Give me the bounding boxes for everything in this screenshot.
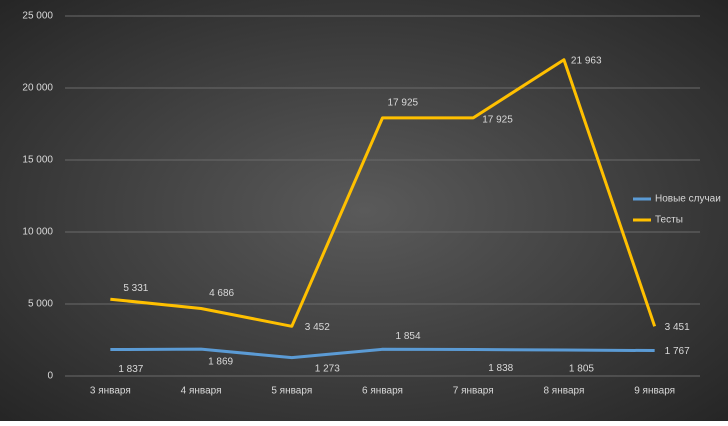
data-label: 17 925 — [388, 98, 419, 109]
data-label: 1 837 — [118, 364, 143, 375]
data-label: 21 963 — [571, 55, 602, 66]
data-label: 3 451 — [665, 322, 690, 333]
data-label: 1 869 — [208, 357, 233, 368]
data-label: 4 686 — [209, 288, 234, 299]
x-tick-label: 9 января — [634, 386, 675, 397]
series-line — [110, 347, 655, 360]
data-label: 1 767 — [665, 346, 690, 357]
series-line — [110, 58, 657, 328]
data-label: 5 331 — [123, 283, 148, 294]
x-tick-label: 7 января — [453, 386, 494, 397]
y-tick-label: 0 — [47, 371, 53, 382]
data-label: 1 805 — [569, 364, 594, 375]
y-tick-label: 25 000 — [22, 11, 53, 22]
legend-label: Тесты — [655, 215, 683, 226]
legend-label: Новые случаи — [655, 194, 721, 205]
y-tick-label: 5 000 — [28, 299, 53, 310]
y-tick-label: 15 000 — [22, 155, 53, 166]
data-label: 3 452 — [305, 322, 330, 333]
x-tick-label: 5 января — [271, 386, 312, 397]
x-tick-label: 4 января — [181, 386, 222, 397]
x-tick-label: 6 января — [362, 386, 403, 397]
data-label: 1 273 — [315, 363, 340, 374]
x-tick-label: 3 января — [90, 386, 131, 397]
x-tick-label: 8 января — [543, 386, 584, 397]
data-label: 17 925 — [482, 115, 513, 126]
data-label: 1 854 — [396, 331, 421, 342]
y-tick-label: 10 000 — [22, 227, 53, 238]
data-label: 1 838 — [488, 363, 513, 374]
y-tick-label: 20 000 — [22, 83, 53, 94]
